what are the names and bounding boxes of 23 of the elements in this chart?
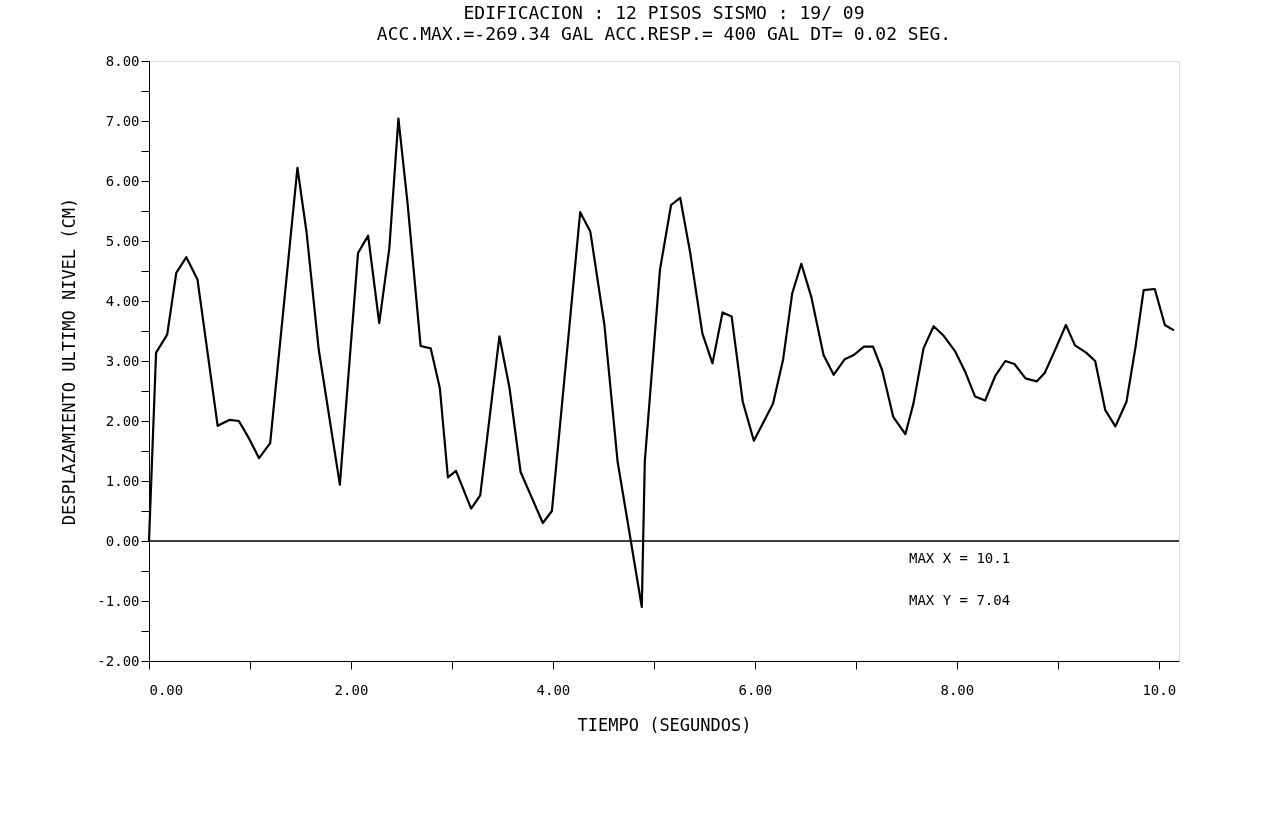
y-tick-label: 1.00 bbox=[105, 472, 140, 489]
y-tick-label: -2.00 bbox=[97, 652, 140, 669]
x-tick-label: 6.00 bbox=[738, 681, 773, 698]
y-tick-label: 6.00 bbox=[105, 172, 140, 189]
x-tick-label: 4.00 bbox=[536, 681, 571, 698]
y-tick-label: 3.00 bbox=[105, 352, 140, 369]
annotation: MAX X = 10.1 bbox=[909, 550, 1011, 566]
y-tick-label: 7.00 bbox=[105, 112, 140, 129]
y-tick-label: -1.00 bbox=[97, 592, 140, 609]
y-tick-label: 0.00 bbox=[105, 532, 140, 549]
annotation: MAX Y = 7.04 bbox=[909, 592, 1011, 608]
y-tick-label: 2.00 bbox=[105, 412, 140, 429]
x-tick-label: 10.0 bbox=[1142, 681, 1177, 698]
x-tick-label: 8.00 bbox=[940, 681, 975, 698]
chart-subtitle: ACC.MAX.=-269.34 GAL ACC.RESP.= 400 GAL DT= 0.02 SEG. bbox=[376, 23, 952, 44]
y-tick-label: 8.00 bbox=[105, 52, 140, 69]
x-tick-label: 0.00 bbox=[149, 681, 184, 698]
y-tick-label: 5.00 bbox=[105, 232, 140, 249]
y-axis-title: DESPLAZAMIENTO ULTIMO NIVEL (CM) bbox=[59, 197, 80, 526]
chart-title: EDIFICACION : 12 PISOS SISMO : 19/ 09 bbox=[463, 2, 865, 23]
y-tick-label: 4.00 bbox=[105, 292, 140, 309]
x-tick-label: 2.00 bbox=[334, 681, 369, 698]
x-axis-title: TIEMPO (SEGUNDOS) bbox=[577, 714, 752, 735]
